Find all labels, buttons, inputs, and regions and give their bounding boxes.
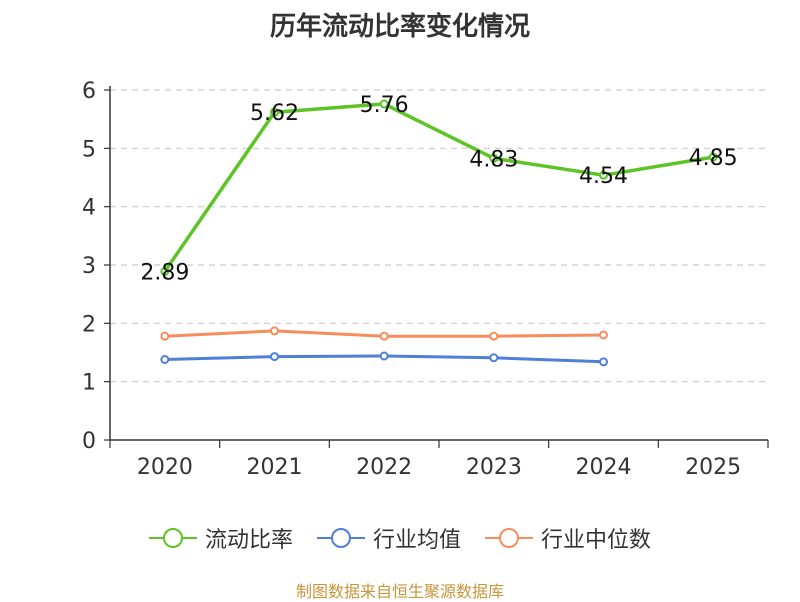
data-label-2024: 4.54 (579, 164, 628, 189)
data-label-2022: 5.76 (360, 93, 409, 118)
data-label-2023: 4.83 (469, 147, 518, 172)
legend-marker-industry-mean (316, 528, 365, 548)
data-point-s0-2022 (379, 99, 389, 109)
legend-marker-industry-median (485, 528, 533, 548)
data-point-s2-2023 (489, 331, 499, 341)
y-tick-label-3: 3 (82, 254, 96, 279)
y-tick-label-6: 6 (82, 79, 96, 104)
x-tick-label-2020: 2020 (137, 455, 193, 480)
data-point-s1-2024 (599, 357, 608, 367)
data-label-2025: 4.85 (689, 146, 738, 171)
data-point-s2-2022 (379, 331, 389, 341)
series-line-0 (163, 102, 714, 273)
data-point-s0-2020 (160, 266, 170, 276)
data-label-2021: 5.62 (250, 101, 299, 126)
legend-item-current-ratio[interactable]: 流动比率 (148, 522, 293, 554)
source-footer: 制图数据来自恒生聚源数据库 (295, 582, 504, 601)
legend-item-industry-median[interactable]: 行业中位数 (485, 522, 651, 554)
y-tick-label-5: 5 (82, 137, 96, 162)
x-tick-label-2025: 2025 (685, 455, 741, 480)
data-point-s2-2021 (270, 326, 279, 336)
data-point-s2-2024 (599, 330, 608, 340)
x-tick-label-2021: 2021 (247, 455, 303, 480)
y-tick-label-1: 1 (82, 371, 96, 396)
data-point-s1-2020 (160, 355, 170, 364)
data-point-s1-2022 (379, 351, 389, 361)
legend-marker-current-ratio (148, 528, 197, 548)
grid-layer (110, 89, 768, 383)
legend-label-industry-median: 行业中位数 (541, 528, 652, 553)
y-tick-label-2: 2 (82, 312, 96, 337)
y-tick-label-0: 0 (82, 429, 96, 454)
data-label-2020: 2.89 (140, 260, 189, 285)
data-point-s1-2023 (489, 353, 499, 363)
x-tick-label-2023: 2023 (466, 455, 522, 480)
data-point-s2-2020 (160, 331, 170, 341)
label-layer: 2.89 5.62 5.76 4.83 4.54 4.85 (140, 93, 737, 285)
data-point-s0-2021 (270, 107, 279, 117)
legend-label-industry-mean: 行业均值 (372, 528, 461, 553)
legend: 流动比率 行业均值 行业中位数 (0, 520, 800, 556)
legend-item-industry-mean[interactable]: 行业均值 (316, 522, 461, 554)
axis-layer: 0 1 2 3 4 5 6 2020 2021 2022 2023 2024 2025 (82, 79, 769, 480)
data-point-s0-2024 (599, 170, 608, 180)
legend-label-current-ratio: 流动比率 (204, 528, 293, 553)
data-point-s1-2021 (270, 352, 279, 362)
series-layer (160, 99, 718, 367)
chart-title: 历年流动比率变化情况 (269, 12, 530, 42)
x-tick-label-2024: 2024 (576, 455, 632, 480)
data-point-s0-2023 (489, 153, 499, 163)
y-tick-label-4: 4 (82, 196, 96, 221)
x-tick-label-2022: 2022 (356, 455, 412, 480)
data-point-s0-2025 (708, 152, 718, 162)
